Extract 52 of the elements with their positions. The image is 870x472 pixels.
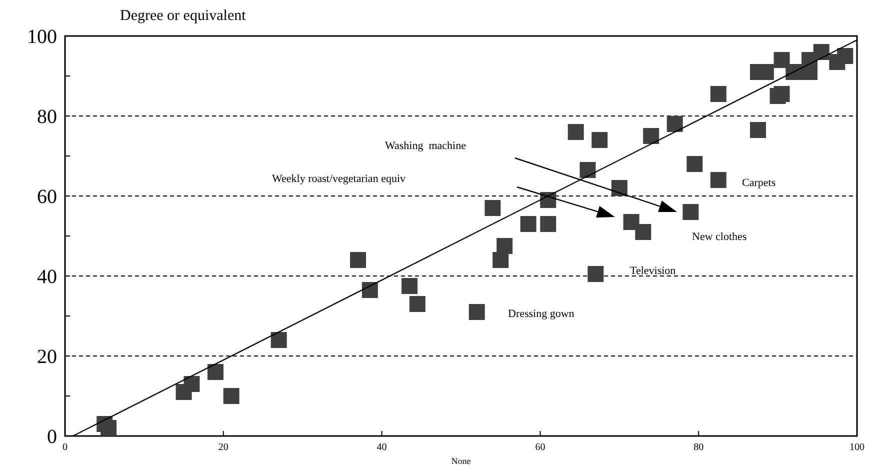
point	[207, 364, 224, 380]
point	[350, 252, 366, 268]
point	[580, 162, 596, 178]
point	[362, 282, 378, 298]
point	[484, 200, 501, 216]
point	[710, 86, 726, 102]
point	[468, 304, 485, 320]
x-tick-label: 0	[62, 442, 68, 453]
point	[837, 48, 854, 64]
point	[813, 44, 830, 60]
y-tick-label: 60	[37, 186, 57, 208]
point	[270, 332, 287, 348]
y-tick-label: 20	[37, 346, 57, 368]
annotation: Television	[630, 264, 676, 277]
y-axis-title: Degree or equivalent	[120, 8, 247, 24]
point	[643, 128, 660, 144]
x-axis-title: None	[451, 456, 471, 466]
point	[540, 216, 556, 232]
y-tick-label: 40	[37, 266, 57, 288]
point	[409, 296, 426, 312]
point	[635, 224, 652, 240]
x-tick-label: 80	[694, 442, 704, 453]
point	[588, 266, 604, 282]
point	[786, 64, 802, 80]
point	[223, 388, 240, 404]
y-tick-label: 100	[27, 26, 57, 48]
point	[666, 116, 683, 132]
annotation: Weekly roast/vegetarian equiv	[272, 172, 406, 185]
point	[402, 278, 418, 294]
point	[492, 252, 509, 268]
point	[774, 52, 790, 68]
point	[710, 172, 726, 188]
x-tick-label: 100	[850, 442, 864, 453]
annotation: New clothes	[692, 230, 747, 243]
point	[611, 180, 628, 196]
point	[774, 86, 790, 102]
point	[496, 238, 513, 254]
x-tick-label: 20	[218, 442, 228, 453]
x-tick-label: 40	[376, 442, 387, 453]
point	[568, 124, 584, 140]
y-tick-label: 80	[37, 106, 57, 128]
point	[100, 420, 117, 436]
point	[520, 216, 536, 232]
annotation: Washing machine	[385, 140, 466, 152]
x-tick-label: 60	[535, 442, 546, 453]
point	[750, 122, 766, 138]
annotation: Dressing gown	[508, 308, 575, 320]
point	[592, 132, 608, 148]
point	[184, 376, 200, 392]
point	[686, 156, 703, 172]
point	[682, 204, 699, 220]
annotation: Carpets	[742, 176, 776, 189]
